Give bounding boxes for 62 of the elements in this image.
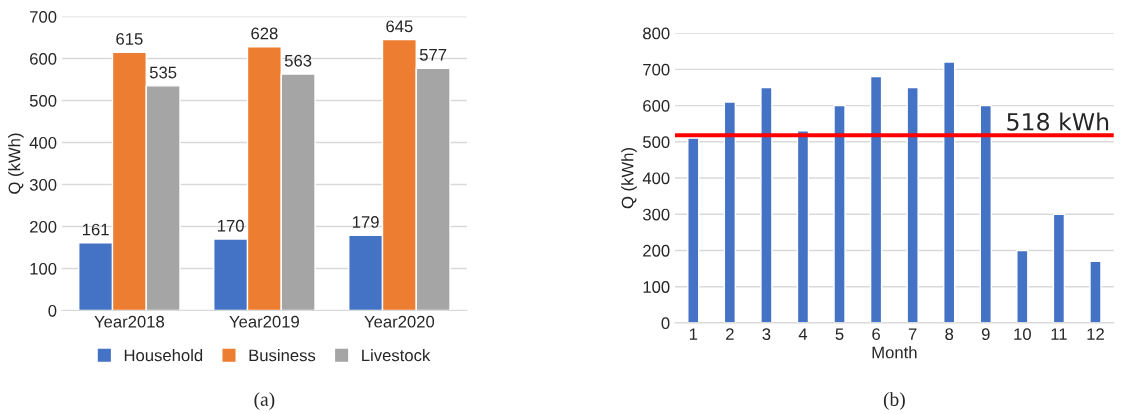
y-tick-label: 100 [643, 281, 670, 293]
x-tick-label: Year2018 [94, 315, 165, 328]
y-tick-label: 300 [642, 208, 670, 221]
y-tick-label: 400 [29, 136, 57, 149]
y-tick-label: 600 [30, 52, 57, 65]
x-tick-label: 12 [1087, 328, 1104, 340]
legend-label: Business [249, 349, 316, 362]
x-tick-label: 8 [945, 328, 954, 341]
data-label: 161 [82, 223, 109, 236]
bar [869, 75, 883, 323]
x-tick-label: Year2019 [229, 315, 299, 328]
bar [1089, 260, 1102, 323]
x-tick-label: 3 [762, 328, 771, 341]
x-tick-label: 7 [908, 328, 917, 340]
y-tick-label: 300 [29, 178, 57, 191]
y-tick-label: 500 [29, 94, 57, 107]
bar [906, 86, 919, 323]
y-tick-label: 700 [643, 63, 670, 76]
y-tick-label: 400 [642, 172, 670, 185]
data-label: 615 [116, 32, 143, 45]
x-tick-label: 1 [689, 328, 698, 340]
y-tick-label: 500 [643, 136, 670, 148]
y-tick-label: 600 [643, 99, 670, 112]
y-axis-title: Q (kWh) [8, 133, 24, 194]
data-label: 179 [352, 216, 379, 228]
y-tick-label: 0 [48, 304, 57, 317]
data-label: 563 [284, 54, 312, 67]
x-tick-label: 4 [798, 328, 808, 340]
bar [833, 104, 846, 323]
data-label: 535 [149, 66, 177, 79]
data-label: 170 [217, 219, 244, 232]
x-tick-label: 10 [1014, 328, 1031, 341]
bar [796, 130, 810, 323]
text: (a) [254, 392, 275, 410]
y-tick-label: 200 [643, 244, 670, 257]
x-tick-label: Year2020 [364, 315, 435, 328]
x-tick-label: 5 [835, 328, 844, 341]
bar [1016, 249, 1029, 323]
y-tick-label: 100 [30, 262, 57, 275]
y-axis-title: Q (kWh) [621, 148, 637, 209]
y-tick-label: 0 [661, 317, 670, 330]
y-tick-label: 800 [643, 27, 670, 40]
x-tick-label: 11 [1051, 328, 1067, 340]
bar [979, 104, 992, 323]
legend-label: Livestock [362, 349, 431, 362]
ref-line-label: 518 kWh [1007, 112, 1109, 131]
x-tick-label: 6 [872, 328, 880, 341]
bar [943, 61, 956, 323]
data-label: 628 [251, 27, 278, 40]
x-tick-label: 9 [981, 328, 990, 341]
data-label: 645 [386, 20, 413, 33]
bar [723, 101, 737, 323]
bar [1052, 213, 1066, 323]
y-tick-label: 200 [30, 220, 57, 233]
bar [760, 86, 773, 323]
text: (b) [883, 392, 905, 410]
data-label: 577 [419, 49, 447, 61]
x-axis-title: Month [872, 346, 917, 359]
legend-label: Household [124, 349, 203, 362]
x-tick-label: 2 [726, 328, 734, 340]
y-tick-label: 700 [30, 10, 57, 23]
bar [687, 137, 700, 323]
